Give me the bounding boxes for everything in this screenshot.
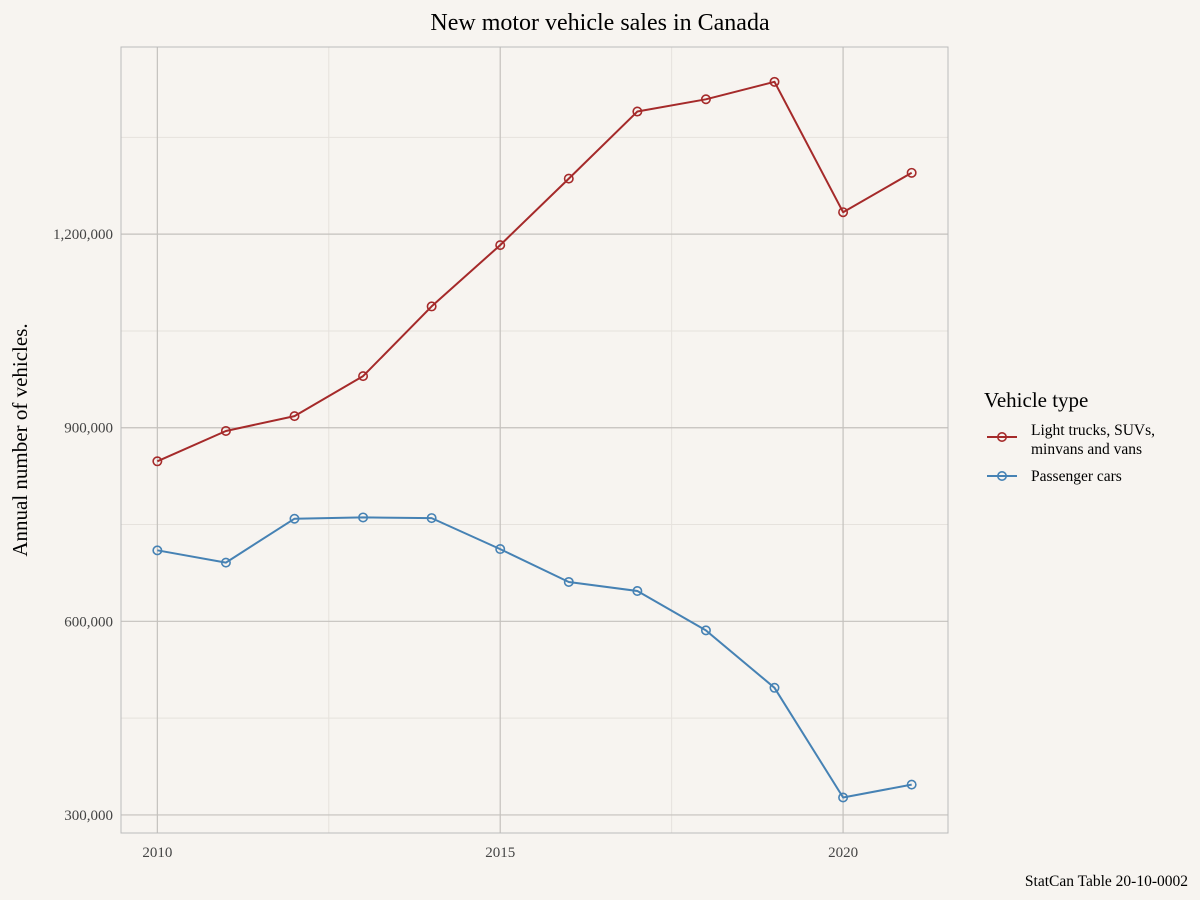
data-point bbox=[495, 240, 506, 251]
data-point bbox=[152, 456, 163, 467]
data-point bbox=[220, 557, 231, 568]
x-tick-label: 2010 bbox=[142, 845, 172, 861]
data-point bbox=[838, 207, 849, 218]
y-tick-label: 900,000 bbox=[64, 421, 113, 437]
data-point bbox=[426, 513, 437, 524]
legend-key-marker bbox=[996, 431, 1007, 442]
x-tick-label: 2020 bbox=[828, 845, 858, 861]
data-point bbox=[563, 576, 574, 587]
legend-title: Vehicle type bbox=[984, 388, 1088, 412]
y-axis-title: Annual number of vehicles. bbox=[8, 323, 32, 556]
data-point bbox=[700, 625, 711, 636]
legend-item: Passenger cars bbox=[987, 468, 1122, 485]
data-point bbox=[426, 301, 437, 312]
data-point bbox=[358, 371, 369, 382]
data-point bbox=[632, 586, 643, 597]
legend: Vehicle type Light trucks, SUVs, minvans … bbox=[984, 388, 1155, 485]
data-point bbox=[769, 76, 780, 87]
data-point bbox=[495, 544, 506, 555]
chart-caption: StatCan Table 20-10-0002 bbox=[1025, 873, 1188, 890]
y-tick-label: 600,000 bbox=[64, 614, 113, 630]
data-point bbox=[152, 545, 163, 556]
legend-key-marker bbox=[996, 470, 1007, 481]
data-point bbox=[289, 411, 300, 422]
legend-label: Passenger cars bbox=[1031, 468, 1122, 485]
data-point bbox=[632, 106, 643, 117]
y-tick-label: 300,000 bbox=[64, 808, 113, 824]
data-point bbox=[769, 682, 780, 693]
series-1 bbox=[152, 76, 917, 467]
data-point bbox=[563, 173, 574, 184]
data-point bbox=[838, 792, 849, 803]
data-point bbox=[906, 167, 917, 178]
data-point bbox=[358, 512, 369, 523]
series-line bbox=[157, 516, 912, 799]
y-tick-label: 1,200,000 bbox=[53, 227, 113, 243]
series-layer bbox=[152, 76, 917, 803]
x-axis-ticks: 2010 2015 2020 bbox=[142, 845, 858, 861]
y-axis-ticks: 300,000 600,000 900,000 1,200,000 bbox=[53, 227, 113, 824]
legend-label: Light trucks, SUVs, bbox=[1031, 422, 1155, 439]
data-point bbox=[700, 94, 711, 105]
x-tick-label: 2015 bbox=[485, 845, 515, 861]
data-point bbox=[289, 513, 300, 524]
chart-title: New motor vehicle sales in Canada bbox=[430, 10, 770, 36]
data-point bbox=[906, 779, 917, 790]
data-point bbox=[220, 425, 231, 436]
series-2 bbox=[152, 512, 917, 803]
series-line bbox=[156, 80, 913, 463]
legend-label: minvans and vans bbox=[1031, 441, 1142, 458]
chart-grid bbox=[121, 47, 948, 833]
legend-item: Light trucks, SUVs, minvans and vans bbox=[987, 422, 1155, 458]
plot-panel-border bbox=[120, 46, 949, 834]
